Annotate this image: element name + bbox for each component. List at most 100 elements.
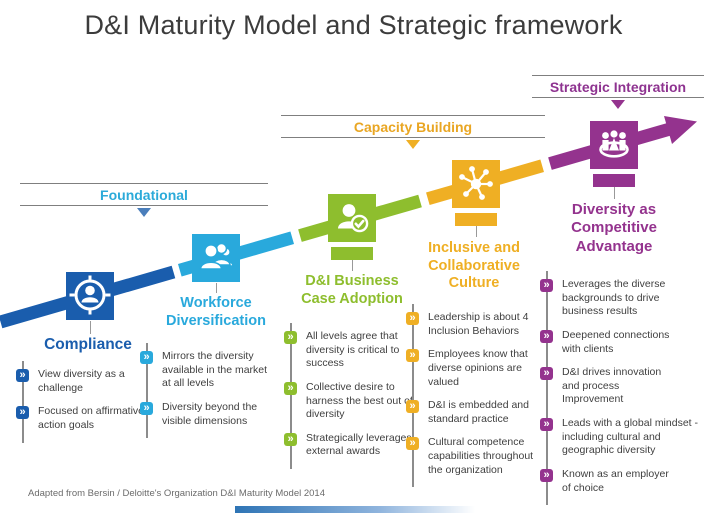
- triangle-down-icon: [137, 208, 151, 217]
- triangle-down-icon: [406, 140, 420, 149]
- bottom-gradient-bar: [235, 506, 475, 513]
- phase-capacity-building: Capacity Building: [281, 115, 545, 149]
- chevron-right-icon: [16, 369, 29, 382]
- chevron-right-icon: [284, 432, 297, 446]
- stage-title-compliance: Compliance: [44, 336, 132, 353]
- compliance-bullet-list: View diversity as a challenge Focused on…: [16, 361, 146, 443]
- chevron-right-icon: [540, 329, 553, 343]
- people-ring-icon: [599, 130, 629, 158]
- list-item: Deepened connections with clients: [540, 329, 702, 356]
- chevron-right-icon: [140, 401, 153, 415]
- bullet-text: Strategically leverages external awards: [306, 431, 412, 458]
- arrow-segment-advantage: [548, 122, 672, 170]
- list-item: Employees know that diverse opinions are…: [406, 348, 540, 389]
- phase-topline: [20, 183, 268, 184]
- bullet-text: Mirrors the diversity available in the m…: [162, 350, 268, 390]
- chevron-right-icon: [284, 331, 297, 344]
- bullet-text: Leads with a global mindset - including …: [562, 417, 698, 457]
- chevron-right-icon: [406, 312, 419, 325]
- workforce-bullet-list: Mirrors the diversity available in the m…: [140, 342, 276, 439]
- culture-icon-box: [452, 160, 500, 208]
- bullet-text: Diversity beyond the visible dimensions: [162, 400, 258, 427]
- people-group-icon: [199, 242, 234, 270]
- phase-topline: [532, 75, 704, 76]
- chevron-right-icon: [540, 367, 553, 381]
- workforce-icon-box: [192, 234, 240, 282]
- icon-pedestal: [331, 247, 373, 260]
- stage-title-business-case: D&I Business Case Adoption: [301, 273, 403, 307]
- compliance-icon-box: [66, 272, 114, 320]
- business-case-icon-box: [328, 194, 376, 242]
- culture-bullet-list: Leadership is about 4 Inclusion Behavior…: [406, 303, 540, 488]
- list-item: All levels agree that diversity is criti…: [284, 330, 416, 371]
- advantage-bullet-list: Leverages the diverse backgrounds to dri…: [540, 270, 702, 506]
- connector-line: [215, 283, 217, 293]
- connector-line: [613, 187, 615, 199]
- list-item: Diversity beyond the visible dimensions: [140, 401, 276, 428]
- chevron-right-icon: [540, 418, 553, 432]
- chevron-right-icon: [16, 406, 29, 420]
- chevron-right-icon: [406, 349, 419, 363]
- bullet-text: D&I drives innovation and process Improv…: [562, 366, 662, 406]
- icon-pedestal: [593, 174, 635, 187]
- list-item: Leverages the diverse backgrounds to dri…: [540, 278, 702, 319]
- bullet-text: All levels agree that diversity is criti…: [306, 330, 400, 370]
- arrow-segment-workforce: [177, 231, 295, 277]
- arrow-segment-compliance: [0, 265, 176, 329]
- list-item: D&I is embedded and standard practice: [406, 399, 540, 426]
- list-item: Known as an employer of choice: [540, 468, 702, 495]
- chevron-right-icon: [540, 469, 553, 483]
- list-item: Leads with a global mindset - including …: [540, 417, 702, 458]
- chevron-right-icon: [406, 400, 419, 414]
- phase-topline: [281, 115, 545, 116]
- chevron-right-icon: [140, 351, 153, 364]
- triangle-down-icon: [611, 100, 625, 109]
- business-case-bullet-list: All levels agree that diversity is criti…: [284, 322, 416, 470]
- page-title: D&I Maturity Model and Strategic framewo…: [84, 10, 623, 40]
- list-item: Leadership is about 4 Inclusion Behavior…: [406, 311, 540, 338]
- list-item: Strategically leverages external awards: [284, 432, 416, 459]
- phase-label-foundational: Foundational: [100, 187, 188, 203]
- list-item: Collective desire to harness the best ou…: [284, 381, 416, 422]
- arrow-segment-culture: [426, 159, 544, 206]
- target-person-icon: [69, 275, 111, 315]
- list-item: View diversity as a challenge: [16, 368, 146, 395]
- chevron-right-icon: [540, 279, 553, 292]
- bullet-text: View diversity as a challenge: [38, 368, 125, 394]
- bullet-text: Collective desire to harness the best ou…: [306, 380, 413, 421]
- bullet-text: D&I is embedded and standard practice: [428, 399, 529, 425]
- advantage-icon-box: [590, 121, 638, 169]
- bullet-text: Leadership is about 4 Inclusion Behavior…: [428, 311, 529, 337]
- bullet-text: Focused on affirmative action goals: [38, 405, 145, 431]
- phase-strategic-integration: Strategic Integration: [532, 75, 704, 109]
- connector-line: [351, 260, 353, 271]
- stage-title-advantage: Diversity as Competitive Advantage: [571, 201, 657, 255]
- phase-label-strategic-integration: Strategic Integration: [549, 79, 687, 95]
- phase-foundational: Foundational: [20, 183, 268, 217]
- bullet-text: Deepened connections with clients: [562, 328, 670, 355]
- phase-bottomline: [20, 205, 268, 206]
- list-item: Focused on affirmative action goals: [16, 405, 146, 432]
- bullet-text: Known as an employer of choice: [562, 468, 669, 494]
- stage-title-culture: Inclusive and Collaborative Culture: [428, 240, 520, 292]
- arrow-segment-business-case: [298, 194, 422, 242]
- person-check-icon: [338, 204, 369, 233]
- connector-line: [475, 226, 477, 237]
- bullet-text: Cultural competence capabilities through…: [428, 436, 534, 476]
- phase-bottomline: [532, 97, 704, 98]
- list-item: Mirrors the diversity available in the m…: [140, 350, 276, 391]
- arrowhead-icon: [664, 116, 697, 144]
- footer-credit: Adapted from Bersin / Deloitte's Organiz…: [28, 488, 325, 499]
- phase-label-capacity-building: Capacity Building: [353, 119, 473, 135]
- phase-bottomline: [281, 137, 545, 138]
- chevron-right-icon: [284, 381, 297, 395]
- list-item: D&I drives innovation and process Improv…: [540, 366, 702, 407]
- bullet-text: Employees know that diverse opinions are…: [428, 348, 528, 388]
- bullet-text: Leverages the diverse backgrounds to dri…: [562, 278, 666, 318]
- chevron-right-icon: [406, 437, 419, 451]
- connector-line: [89, 321, 91, 334]
- network-hub-icon: [459, 166, 493, 200]
- list-item: Cultural competence capabilities through…: [406, 436, 540, 477]
- icon-pedestal: [455, 213, 497, 226]
